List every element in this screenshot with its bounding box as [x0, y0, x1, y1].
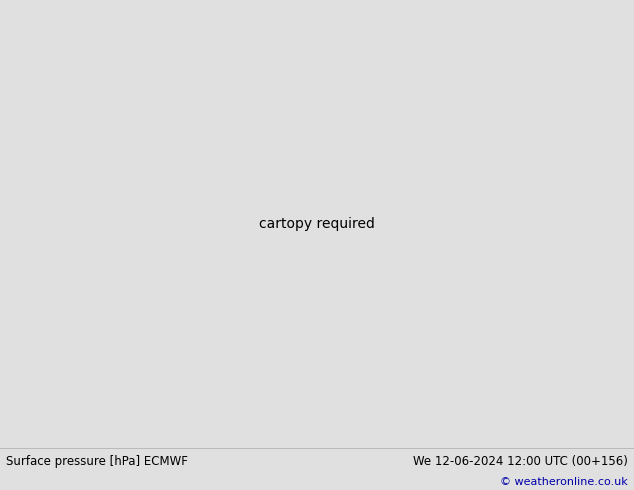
- Text: © weatheronline.co.uk: © weatheronline.co.uk: [500, 477, 628, 488]
- Text: Surface pressure [hPa] ECMWF: Surface pressure [hPa] ECMWF: [6, 455, 188, 468]
- Text: We 12-06-2024 12:00 UTC (00+156): We 12-06-2024 12:00 UTC (00+156): [413, 455, 628, 468]
- Text: cartopy required: cartopy required: [259, 217, 375, 231]
